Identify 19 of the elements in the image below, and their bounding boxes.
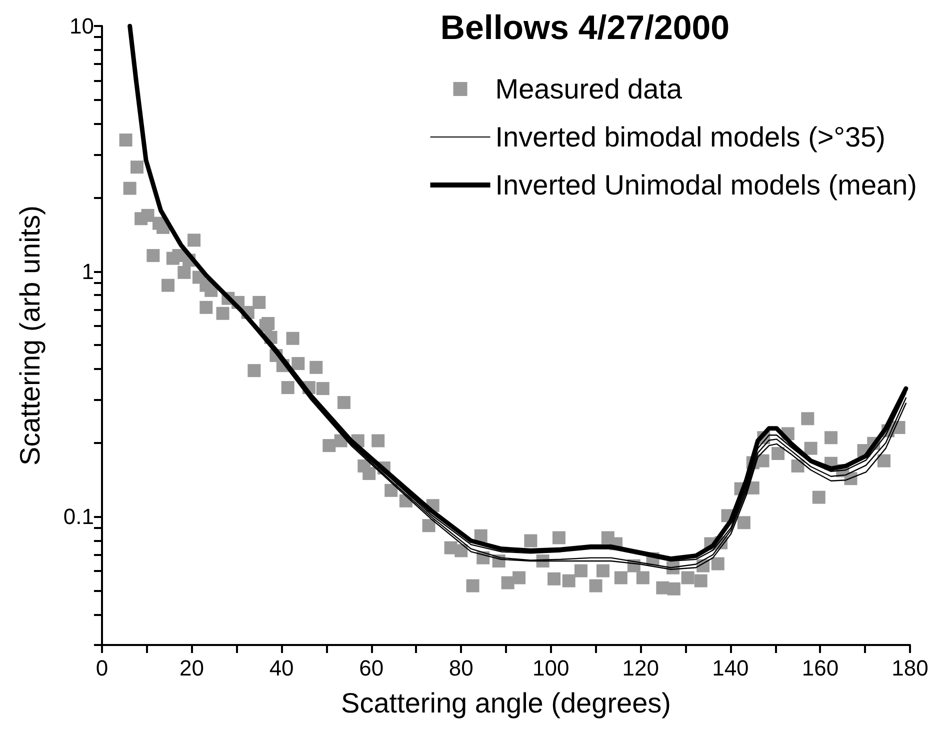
x-tick-label: 20 [180, 656, 204, 680]
x-axis-title: Scattering angle (degrees) [341, 688, 671, 718]
x-tick-label: 0 [96, 656, 108, 680]
y-tick-label: 0.1 [63, 504, 94, 530]
x-tick-label: 120 [622, 656, 660, 680]
y-tick-label: 10 [70, 14, 94, 38]
x-tick-label: 100 [532, 656, 570, 680]
x-tick-label: 40 [269, 656, 294, 680]
legend-label: Inverted Unimodal models (mean) [495, 170, 918, 200]
x-tick-label: 180 [892, 656, 928, 680]
legend-label: Measured data [495, 74, 682, 104]
x-tick-label: 80 [448, 656, 474, 680]
y-tick-label: 1 [82, 258, 94, 284]
legend-label: Inverted bimodal models (>°35) [495, 122, 886, 152]
x-tick-label: 160 [802, 656, 839, 680]
chart-title: Bellows 4/27/2000 [440, 9, 730, 47]
y-axis-title: Scattering (arb units) [14, 206, 46, 466]
x-tick-label: 140 [712, 656, 749, 680]
x-tick-label: 60 [359, 656, 384, 680]
